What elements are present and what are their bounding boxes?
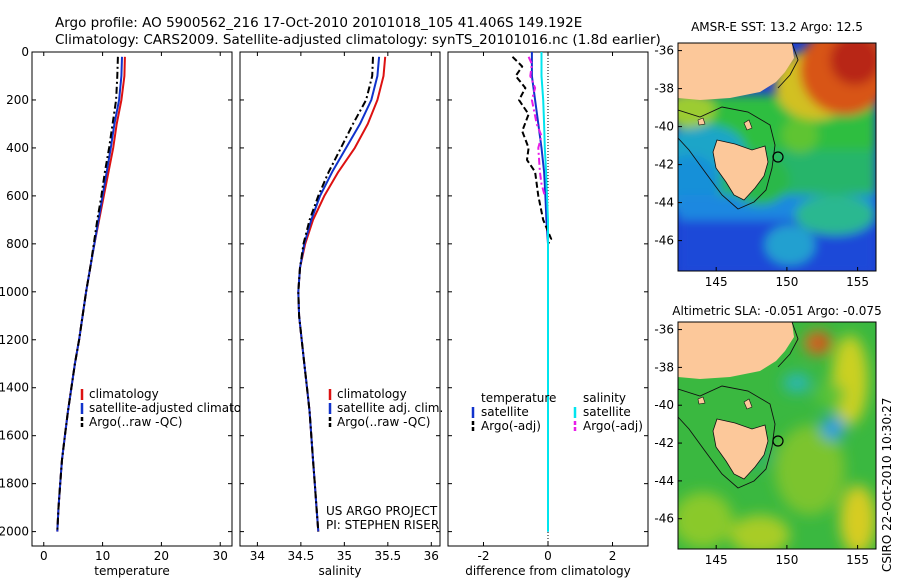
legend-label: satellite adj. clim. xyxy=(337,401,443,415)
legend-label: Argo(..raw -QC) xyxy=(89,415,182,429)
map-y-tick-label: -46 xyxy=(654,512,674,526)
x-tick-label: 2 xyxy=(609,549,617,563)
mainland-australia xyxy=(678,43,794,100)
y-tick-label: 1200 xyxy=(0,333,29,347)
y-tick-label: 1600 xyxy=(0,429,29,443)
map-y-tick-label: -44 xyxy=(654,196,674,210)
map-y-tick-label: -44 xyxy=(654,474,674,488)
profile-panel-2: 34 34.5 35 35.5 36 salinity climatologysatelli… xyxy=(239,51,443,578)
series-line-2 xyxy=(511,56,553,245)
series-line-2 xyxy=(56,56,123,532)
map-x-tick-label: 155 xyxy=(846,553,869,567)
map-x-tick-label: 155 xyxy=(846,275,869,289)
legend-label: Argo(-adj) xyxy=(583,419,643,433)
y-tick-label: 800 xyxy=(6,237,29,251)
map-y-tick-label: -40 xyxy=(654,398,674,412)
y-tick-label: 1400 xyxy=(0,381,29,395)
x-tick-label: -2 xyxy=(477,549,489,563)
sla-field xyxy=(678,331,876,549)
profile-panels: 0 10 20 30020040060080010001200140016001800… xyxy=(0,45,649,578)
y-tick-label: 0 xyxy=(21,45,29,59)
x-tick-label: 35.5 xyxy=(374,549,401,563)
x-tick-label: 35 xyxy=(337,549,352,563)
map-y-tick-label: -36 xyxy=(654,44,674,58)
y-tick-label: 1800 xyxy=(0,477,29,491)
project-annotation: US ARGO PROJECT xyxy=(326,504,438,518)
y-tick-label: 200 xyxy=(6,93,29,107)
sst-map-title: AMSR-E SST: 13.2 Argo: 12.5 xyxy=(691,20,863,34)
legend-heading: temperature xyxy=(481,391,556,405)
legend-heading: salinity xyxy=(583,391,626,405)
plot-frame xyxy=(239,51,441,547)
series-line-3 xyxy=(540,52,549,532)
map-y-tick-label: -36 xyxy=(654,323,674,337)
sla-map-title: Altimetric SLA: -0.051 Argo: -0.075 xyxy=(672,304,881,318)
map-x-tick-label: 150 xyxy=(775,275,798,289)
y-tick-label: 600 xyxy=(6,189,29,203)
legend-label: climatology xyxy=(89,387,159,401)
legend-label: satellite xyxy=(583,405,631,419)
series-line-3 xyxy=(297,56,374,532)
map-y-tick-label: -42 xyxy=(654,436,674,450)
map-y-tick-label: -46 xyxy=(654,234,674,248)
map-x-tick-label: 145 xyxy=(705,275,728,289)
series-line-4 xyxy=(527,56,546,197)
x-tick-label: 0 xyxy=(544,549,552,563)
legend-label: Argo(-adj) xyxy=(481,419,541,433)
x-tick-label: 36 xyxy=(424,549,439,563)
header-line-1: Argo profile: AO 5900562_216 17-Oct-2010… xyxy=(55,15,582,31)
x-axis-label: temperature xyxy=(94,564,169,578)
x-axis-label: difference from climatology xyxy=(465,564,631,578)
plot-frame xyxy=(31,51,233,547)
map-y-tick-label: -40 xyxy=(654,120,674,134)
x-tick-label: 10 xyxy=(95,549,110,563)
series-line-3 xyxy=(56,56,119,532)
x-tick-label: 34.5 xyxy=(288,549,315,563)
map-y-tick-label: -38 xyxy=(654,82,674,96)
y-tick-label: 400 xyxy=(6,141,29,155)
profile-panel-1: 0 10 20 30 0 200 400 600 800 1000 1200 1400 1600 1800… xyxy=(0,45,267,578)
y-tick-label: 2000 xyxy=(0,525,29,539)
legend-label: Argo(..raw -QC) xyxy=(337,415,430,429)
float-marker xyxy=(772,151,784,163)
sla-map-panel: Altimetric SLA: -0.051 Argo: -0.075 xyxy=(654,304,881,567)
sst-field xyxy=(678,43,876,271)
map-x-tick-label: 145 xyxy=(705,553,728,567)
x-axis-label: salinity xyxy=(318,564,361,578)
map-y-tick-label: -38 xyxy=(654,360,674,374)
header-line-2: Climatology: CARS2009. Satellite-adjuste… xyxy=(55,32,661,48)
legend-label: climatology xyxy=(337,387,407,401)
x-tick-label: 0 xyxy=(40,549,48,563)
x-tick-label: 34 xyxy=(250,549,265,563)
timestamp-label: CSIRO 22-Oct-2010 10:30:27 xyxy=(880,398,894,572)
project-annotation: PI: STEPHEN RISER xyxy=(326,518,439,532)
shelf-contour xyxy=(678,106,776,210)
map-x-tick-label: 150 xyxy=(775,553,798,567)
legend-label: satellite xyxy=(481,405,529,419)
legend-label: satellite-adjusted climatology xyxy=(89,401,267,415)
x-tick-label: 20 xyxy=(154,549,169,563)
y-tick-label: 1000 xyxy=(0,285,29,299)
tasmania xyxy=(712,139,769,201)
map-y-tick-label: -42 xyxy=(654,158,674,172)
sst-map-panel: AMSR-E SST: 13.2 Argo: 12.5 xyxy=(654,20,877,289)
x-tick-label: 30 xyxy=(213,549,228,563)
